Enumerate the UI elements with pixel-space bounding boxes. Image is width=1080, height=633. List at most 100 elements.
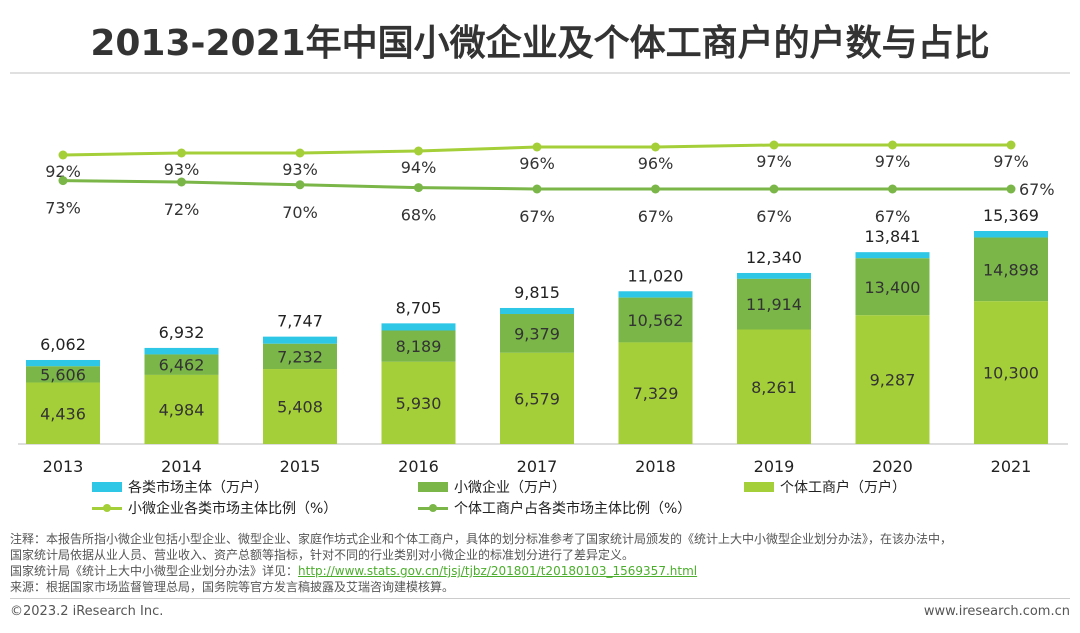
bar-total-label: 13,841 (865, 227, 921, 246)
legend-swatch-individual (744, 482, 774, 492)
point-individual-ratio (532, 184, 542, 194)
label-individual-ratio: 67% (875, 207, 911, 226)
bar-individual-label: 7,329 (633, 384, 679, 403)
point-small-micro-ratio (769, 140, 779, 150)
bar-individual-label: 4,984 (159, 400, 205, 419)
bar-small-micro-label: 14,898 (983, 260, 1039, 279)
label-individual-ratio: 70% (282, 203, 318, 222)
bar-individual-label: 6,579 (514, 389, 560, 408)
bar-individual-label: 4,436 (40, 404, 86, 423)
legend-swatch-small-micro (418, 482, 448, 492)
point-small-micro-ratio (295, 148, 305, 158)
x-tick-label: 2021 (991, 457, 1032, 476)
legend-line-individual-ratio (418, 502, 448, 514)
point-individual-ratio (769, 184, 779, 194)
legend-item-individual: 个体工商户（万户） (744, 478, 906, 496)
bar-small-micro-label: 8,189 (396, 337, 442, 356)
label-individual-ratio: 68% (401, 206, 437, 225)
point-individual-ratio (1006, 184, 1016, 194)
point-small-micro-ratio (1006, 140, 1016, 150)
bar-small-micro-label: 6,462 (159, 356, 205, 375)
bar-small-micro-label: 10,562 (628, 311, 684, 330)
bar-small-micro-label: 9,379 (514, 324, 560, 343)
x-tick-label: 2014 (161, 457, 202, 476)
bar-total-label: 7,747 (277, 312, 323, 331)
note-line-1: 注释：本报告所指小微企业包括小型企业、微型企业、家庭作坊式企业和个体工商户，具体… (10, 532, 953, 546)
bar-individual-label: 5,930 (396, 394, 442, 413)
footer-website: www.iresearch.com.cn (923, 604, 1070, 619)
bar-individual-label: 10,300 (983, 364, 1039, 383)
x-tick-label: 2018 (635, 457, 676, 476)
bar-individual-label: 9,287 (870, 371, 916, 390)
legend-item-small-micro-ratio: 小微企业各类市场主体比例（%） (92, 499, 337, 517)
legend-item-total: 各类市场主体（万户） (92, 478, 268, 496)
bar-small-micro-label: 7,232 (277, 347, 323, 366)
bar-small-micro-segment (737, 278, 811, 330)
label-small-micro-ratio: 97% (875, 152, 911, 171)
footer-divider (10, 598, 1070, 599)
label-individual-ratio: 73% (45, 199, 81, 218)
title-divider (10, 72, 1070, 74)
point-individual-ratio (888, 184, 897, 194)
label-individual-ratio: 67% (519, 207, 555, 226)
bar-total-segment (144, 347, 219, 355)
legend-line-small-micro-ratio (92, 502, 122, 514)
point-individual-ratio (177, 177, 186, 187)
bar-small-micro-segment (974, 237, 1048, 302)
note-line-3-prefix: 国家统计局《统计上大中小微型企业划分办法》详见： (10, 564, 299, 578)
label-small-micro-ratio: 94% (401, 158, 437, 177)
bar-individual-segment (855, 315, 930, 444)
bar-individual-segment (500, 352, 574, 444)
label-small-micro-ratio: 92% (45, 162, 81, 181)
point-small-micro-ratio (532, 142, 542, 152)
note-line-3: 国家统计局《统计上大中小微型企业划分办法》详见：http://www.stats… (10, 563, 1070, 579)
bar-total-label: 15,369 (983, 206, 1039, 225)
footer-copyright: ©2023.2 iResearch Inc. (10, 604, 164, 619)
point-small-micro-ratio (651, 142, 660, 152)
legend-label-individual: 个体工商户（万户） (780, 480, 906, 496)
bar-small-micro-label: 5,606 (40, 365, 86, 384)
bar-total-segment (618, 291, 693, 298)
bar-small-micro-segment (263, 343, 337, 370)
x-tick-label: 2015 (280, 457, 321, 476)
label-individual-ratio: 67% (638, 207, 674, 226)
bar-individual-label: 5,408 (277, 398, 323, 417)
label-small-micro-ratio: 93% (282, 160, 318, 179)
bar-total-label: 9,815 (514, 283, 560, 302)
bar-total-segment (855, 252, 930, 259)
point-individual-ratio (651, 184, 660, 194)
label-individual-ratio: 67% (1019, 180, 1055, 199)
bar-small-micro-label: 13,400 (865, 278, 921, 297)
bar-total-segment (263, 336, 337, 344)
legend-label-small-micro-ratio: 小微企业各类市场主体比例（%） (128, 501, 338, 517)
bar-total-segment (381, 323, 456, 331)
note-line-2: 国家统计局依据从业人员、营业收入、资产总额等指标，针对不同的行业类别对小微企业的… (10, 548, 635, 562)
bar-total-label: 8,705 (396, 298, 442, 317)
x-tick-label: 2019 (754, 457, 795, 476)
bar-total-label: 6,932 (159, 323, 205, 342)
chart-title: 2013-2021年中国小微企业及个体工商户的户数与占比 (90, 23, 990, 64)
bar-individual-segment (618, 342, 693, 444)
label-small-micro-ratio: 96% (519, 154, 555, 173)
bar-total-segment (26, 359, 100, 367)
label-small-micro-ratio: 96% (638, 154, 674, 173)
bar-individual-segment (974, 301, 1048, 444)
chart-canvas: 6,062 5,606 4,436 2013 6,932 6,462 4,984 2014 7,… (18, 140, 1068, 476)
bar-total-label: 12,340 (746, 248, 802, 267)
x-tick-label: 2016 (398, 457, 439, 476)
bar-total-segment (737, 272, 811, 279)
point-small-micro-ratio (177, 148, 186, 158)
point-small-micro-ratio (58, 150, 68, 160)
label-individual-ratio: 72% (164, 200, 200, 219)
source-line: 来源：根据国家市场监督管理总局，国务院等官方发言稿披露及艾瑞咨询建模核算。 (10, 580, 455, 594)
label-individual-ratio: 67% (756, 207, 792, 226)
legend-label-total: 各类市场主体（万户） (128, 480, 268, 496)
bar-small-micro-segment (144, 354, 219, 375)
bar-individual-segment (381, 361, 456, 444)
bar-small-micro-segment (855, 258, 930, 316)
label-small-micro-ratio: 97% (993, 152, 1029, 171)
stats-source-link[interactable]: http://www.stats.gov.cn/tjsj/tjbz/201801… (298, 564, 698, 578)
bar-individual-segment (737, 329, 811, 444)
x-tick-label: 2017 (517, 457, 558, 476)
point-individual-ratio (414, 183, 423, 193)
